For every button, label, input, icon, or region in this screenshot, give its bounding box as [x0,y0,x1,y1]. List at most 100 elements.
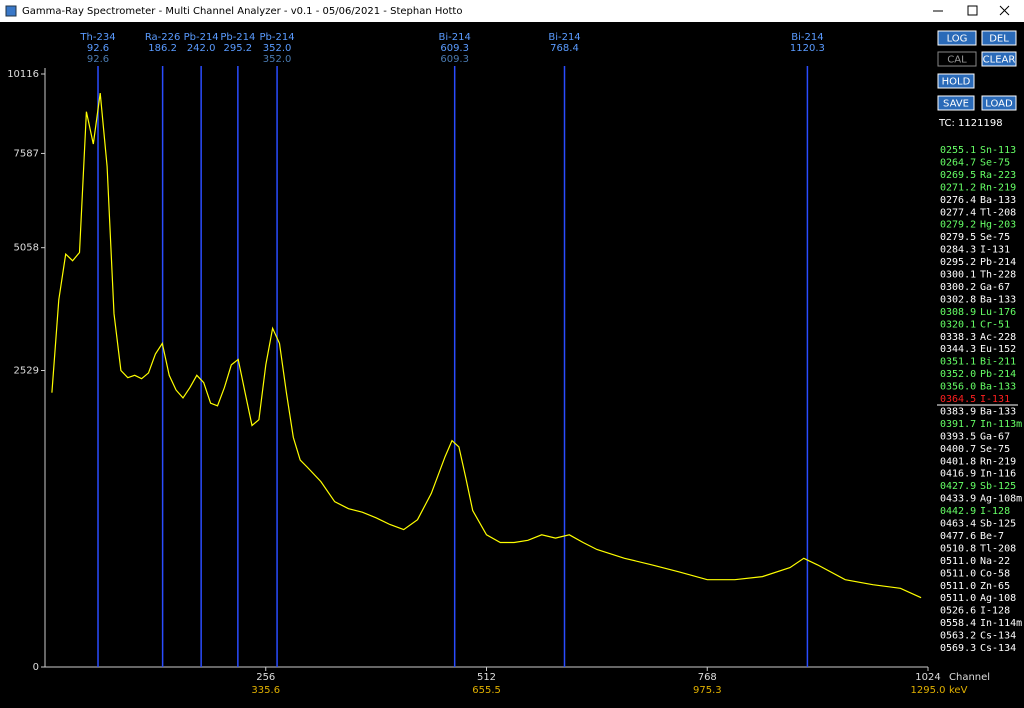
isotope-name[interactable]: Ag-108 [980,593,1016,604]
isotope-energy[interactable]: 0558.4 [940,618,976,629]
peak-energy: 92.6 [87,43,109,54]
isotope-energy[interactable]: 0300.1 [940,270,976,281]
isotope-name[interactable]: Na-22 [980,556,1010,567]
isotope-name[interactable]: Bi-211 [980,357,1016,368]
isotope-energy[interactable]: 0477.6 [940,531,976,542]
isotope-name[interactable]: Ba-133 [980,195,1016,206]
x-tick-label: 1024 [915,672,940,683]
isotope-energy[interactable]: 0344.3 [940,344,976,355]
isotope-name[interactable]: Cr-51 [980,319,1010,330]
isotope-energy[interactable]: 0563.2 [940,631,976,642]
isotope-name[interactable]: Sb-125 [980,519,1016,530]
isotope-energy[interactable]: 0569.3 [940,643,976,654]
isotope-name[interactable]: Rn-219 [980,456,1016,467]
peak-name: Pb-214 [184,32,219,43]
isotope-name[interactable]: Rn-219 [980,182,1016,193]
isotope-name[interactable]: Pb-214 [980,369,1016,380]
isotope-energy[interactable]: 0433.9 [940,494,976,505]
isotope-energy[interactable]: 0308.9 [940,307,976,318]
isotope-energy[interactable]: 0416.9 [940,469,976,480]
button-label[interactable]: DEL [989,34,1009,45]
isotope-name[interactable]: I-131 [980,394,1010,405]
isotope-energy[interactable]: 0279.2 [940,220,976,231]
isotope-energy[interactable]: 0300.2 [940,282,976,293]
isotope-name[interactable]: Be-7 [980,531,1004,542]
button-label[interactable]: LOG [947,34,968,45]
isotope-energy[interactable]: 0284.3 [940,245,976,256]
isotope-energy[interactable]: 0442.9 [940,506,976,517]
isotope-name[interactable]: Th-228 [980,270,1016,281]
isotope-energy[interactable]: 0302.8 [940,294,976,305]
isotope-energy[interactable]: 0338.3 [940,332,976,343]
isotope-name[interactable]: In-114m [980,618,1022,629]
isotope-name[interactable]: Hg-203 [980,220,1016,231]
button-label[interactable]: SAVE [943,99,969,110]
isotope-name[interactable]: Ra-223 [980,170,1016,181]
isotope-name[interactable]: Ag-108m [980,494,1022,505]
isotope-name[interactable]: Cs-134 [980,631,1016,642]
isotope-name[interactable]: I-128 [980,606,1010,617]
isotope-energy[interactable]: 0351.1 [940,357,976,368]
button-label[interactable]: CLEAR [983,55,1016,66]
maximize-button[interactable] [967,5,978,16]
isotope-name[interactable]: Eu-152 [980,344,1016,355]
isotope-name[interactable]: Se-75 [980,232,1010,243]
isotope-name[interactable]: Ga-67 [980,282,1010,293]
isotope-energy[interactable]: 0276.4 [940,195,976,206]
isotope-energy[interactable]: 0526.6 [940,606,976,617]
isotope-name[interactable]: Ba-133 [980,406,1016,417]
isotope-name[interactable]: Ac-228 [980,332,1016,343]
isotope-energy[interactable]: 0511.0 [940,581,976,592]
isotope-energy[interactable]: 0264.7 [940,157,976,168]
isotope-energy[interactable]: 0511.0 [940,593,976,604]
isotope-energy[interactable]: 0511.0 [940,568,976,579]
isotope-name[interactable]: Tl-208 [980,207,1016,218]
isotope-energy[interactable]: 0320.1 [940,319,976,330]
isotope-name[interactable]: Ba-133 [980,294,1016,305]
isotope-name[interactable]: Cs-134 [980,643,1016,654]
isotope-energy[interactable]: 0427.9 [940,481,976,492]
isotope-energy[interactable]: 0463.4 [940,519,976,530]
isotope-energy[interactable]: 0401.8 [940,456,976,467]
isotope-name[interactable]: In-116 [980,469,1016,480]
isotope-name[interactable]: Zn-65 [980,581,1010,592]
isotope-name[interactable]: Ga-67 [980,431,1010,442]
isotope-energy[interactable]: 0356.0 [940,382,976,393]
isotope-energy[interactable]: 0271.2 [940,182,976,193]
isotope-name[interactable]: I-128 [980,506,1010,517]
button[interactable] [981,51,1017,67]
isotope-name[interactable]: I-131 [980,245,1010,256]
button-label[interactable]: HOLD [942,77,971,88]
isotope-energy[interactable]: 0511.0 [940,556,976,567]
isotope-energy[interactable]: 0400.7 [940,444,976,455]
isotope-name[interactable]: Lu-176 [980,307,1016,318]
isotope-energy[interactable]: 0255.1 [940,145,976,156]
isotope-energy[interactable]: 0277.4 [940,207,976,218]
isotope-energy[interactable]: 0510.8 [940,543,976,554]
isotope-name[interactable]: Tl-208 [980,543,1016,554]
isotope-name[interactable]: Sn-113 [980,145,1016,156]
isotope-name[interactable]: Sb-125 [980,481,1016,492]
isotope-name[interactable]: In-113m [980,419,1022,430]
isotope-energy[interactable]: 0364.5 [940,394,976,405]
y-tick-label: 10116 [7,69,39,80]
button[interactable] [981,30,1017,46]
button[interactable] [937,95,975,111]
isotope-energy[interactable]: 0295.2 [940,257,976,268]
button[interactable] [981,95,1017,111]
button[interactable] [937,30,977,46]
button[interactable] [937,73,975,89]
button-label[interactable]: LOAD [985,99,1013,110]
isotope-energy[interactable]: 0352.0 [940,369,976,380]
isotope-energy[interactable]: 0383.9 [940,406,976,417]
isotope-name[interactable]: Co-58 [980,568,1010,579]
isotope-name[interactable]: Se-75 [980,444,1010,455]
isotope-energy[interactable]: 0391.7 [940,419,976,430]
isotope-energy[interactable]: 0279.5 [940,232,976,243]
isotope-energy[interactable]: 0393.5 [940,431,976,442]
isotope-name[interactable]: Ba-133 [980,382,1016,393]
isotope-energy[interactable]: 0269.5 [940,170,976,181]
isotope-name[interactable]: Pb-214 [980,257,1016,268]
isotope-name[interactable]: Se-75 [980,157,1010,168]
close-button[interactable] [999,5,1010,16]
